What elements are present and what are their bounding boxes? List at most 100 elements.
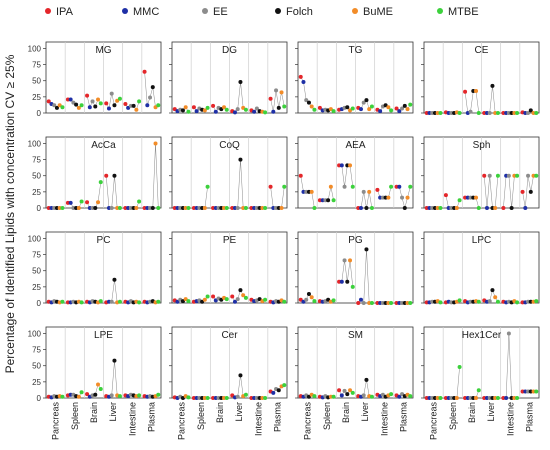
data-point-mtbe [137, 99, 142, 104]
data-point-mmc [271, 109, 276, 114]
data-point-folch [326, 198, 331, 203]
data-point-ipa [317, 198, 322, 203]
panel-title: Sph [473, 140, 491, 151]
data-point-folch [180, 206, 185, 210]
data-point-bume [279, 90, 284, 95]
data-point-mmc [523, 389, 528, 394]
data-point-folch [432, 206, 437, 210]
data-point-bume [309, 189, 314, 194]
data-point-folch [402, 301, 407, 305]
data-point-ee [274, 206, 279, 210]
data-point-ee [235, 206, 240, 210]
data-point-ipa [268, 96, 273, 101]
data-point-mmc [126, 206, 131, 210]
x-tick-label: Liver [486, 402, 496, 422]
data-point-ee [52, 206, 57, 210]
data-point-ee [109, 91, 114, 96]
data-point-ipa [211, 294, 216, 299]
data-point-ipa [424, 300, 429, 305]
data-point-mmc [523, 111, 528, 115]
data-point-bume [96, 382, 101, 387]
data-point-ee [506, 331, 511, 336]
data-point-mmc [446, 206, 451, 210]
data-point-ipa [424, 111, 429, 115]
data-point-ee [128, 206, 133, 210]
data-point-ee [487, 173, 492, 178]
data-point-ipa [375, 187, 380, 192]
data-point-folch [219, 206, 224, 210]
data-point-mtbe [60, 105, 65, 110]
data-point-folch [180, 108, 185, 113]
data-point-ee [430, 396, 435, 400]
y-tick-label: 50 [32, 77, 41, 86]
data-point-mtbe [224, 206, 229, 210]
cluster-line [445, 195, 460, 209]
data-point-folch [112, 103, 117, 108]
data-point-mtbe [438, 300, 443, 305]
data-point-bume [57, 206, 62, 210]
x-tick-label: Intestine [127, 402, 137, 436]
data-point-bume [76, 206, 81, 210]
data-point-bume [348, 163, 353, 168]
cluster-line [358, 249, 372, 304]
data-point-mmc [252, 396, 257, 400]
data-point-ipa [191, 396, 196, 400]
y-tick-label: 0 [37, 394, 42, 403]
data-point-bume [367, 301, 372, 305]
data-point-mtbe [408, 184, 413, 189]
data-point-ee [506, 173, 511, 178]
data-point-folch [276, 105, 281, 110]
data-point-ee [197, 206, 202, 210]
legend-item-folch: Folch [275, 6, 313, 18]
cluster-line [232, 375, 247, 398]
data-point-mmc [427, 111, 432, 115]
data-point-mmc [145, 206, 150, 210]
data-point-mmc [106, 299, 111, 304]
data-point-ee [430, 206, 435, 210]
data-point-ipa [104, 173, 109, 178]
data-point-ipa [211, 103, 216, 108]
data-point-folch [345, 279, 350, 284]
y-tick-label: 0 [37, 204, 42, 213]
x-tick-label: Pancreas [303, 402, 313, 441]
data-point-bume [96, 97, 101, 102]
data-point-ipa [394, 301, 399, 305]
data-point-mmc [106, 206, 111, 210]
data-point-mmc [252, 109, 257, 114]
x-tick-label: Intestine [253, 402, 263, 436]
panel-pe: PE [169, 231, 288, 305]
data-point-mtbe [156, 103, 161, 108]
panel-sph: Sph [421, 136, 540, 210]
data-point-folch [238, 373, 243, 378]
data-point-ipa [142, 206, 147, 210]
legend-label: MTBE [448, 6, 479, 18]
x-tick-label: Brain [467, 402, 477, 423]
data-point-ipa [85, 392, 90, 397]
data-point-folch [345, 392, 350, 397]
data-point-bume [222, 396, 227, 400]
data-point-mtbe [60, 206, 65, 210]
data-point-ee [400, 106, 405, 111]
data-point-bume [134, 107, 139, 112]
data-point-folch [276, 388, 281, 393]
data-point-ipa [298, 173, 303, 178]
legend-marker [437, 8, 443, 14]
data-point-ee [487, 111, 492, 115]
data-point-folch [93, 104, 98, 109]
data-point-ee [449, 111, 454, 115]
data-point-ipa [249, 396, 254, 400]
data-point-ee [400, 301, 405, 305]
data-point-mtbe [495, 173, 500, 178]
data-point-folch [528, 299, 533, 304]
legend-item-mtbe: MTBE [437, 6, 479, 18]
data-point-mtbe [79, 199, 84, 204]
data-point-mmc [252, 206, 257, 210]
data-point-mtbe [224, 297, 229, 302]
data-point-bume [474, 89, 479, 94]
data-point-bume [531, 173, 536, 178]
data-point-mmc [232, 299, 237, 304]
data-point-bume [454, 206, 459, 210]
data-point-folch [432, 396, 437, 400]
data-point-folch [402, 206, 407, 210]
data-point-ipa [172, 206, 177, 210]
